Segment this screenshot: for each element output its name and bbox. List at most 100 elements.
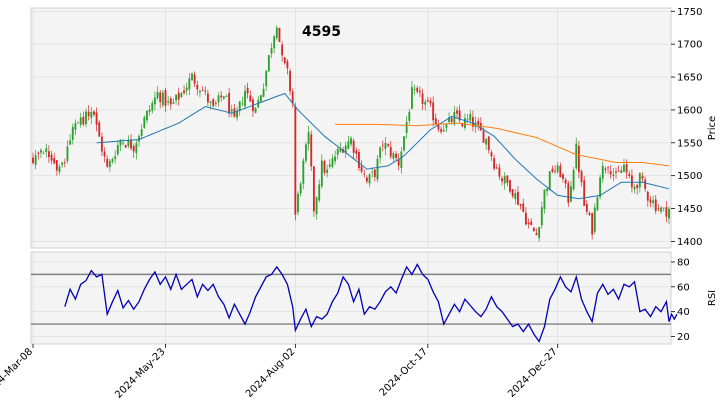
- short-moving-average-line: [96, 92, 670, 200]
- candle-body: [114, 156, 117, 159]
- candle-body: [294, 106, 297, 215]
- candle-body: [225, 96, 228, 98]
- candle-body: [77, 122, 79, 124]
- candle-body: [159, 92, 162, 103]
- candle-body: [93, 111, 95, 115]
- candle-body: [40, 150, 42, 153]
- candle-body: [548, 171, 551, 191]
- rsi-tick-label: 60: [677, 282, 690, 293]
- candle-body: [135, 143, 138, 154]
- candle-body: [148, 109, 151, 112]
- candle-body: [315, 197, 318, 215]
- candle-body: [299, 183, 302, 194]
- candle-body: [34, 155, 37, 165]
- chart-title: 4595: [302, 24, 341, 40]
- candle-body: [503, 176, 506, 184]
- candle-body: [403, 136, 405, 151]
- candle-body: [482, 130, 485, 143]
- candle-body: [331, 158, 334, 167]
- candle-body: [326, 169, 329, 173]
- candle-body: [63, 162, 66, 164]
- candle-body: [209, 101, 212, 103]
- candle-body: [140, 129, 143, 137]
- price-axis-label: Price: [707, 116, 718, 140]
- candle-body: [201, 90, 204, 91]
- candle-body: [501, 178, 503, 182]
- candle-body: [254, 107, 257, 113]
- candle-body: [434, 118, 437, 125]
- candle-body: [161, 92, 164, 106]
- candle-body: [530, 221, 533, 226]
- candle-body: [400, 151, 403, 169]
- candle-body: [339, 148, 342, 152]
- candle-body: [143, 117, 146, 128]
- candle-body: [323, 161, 326, 173]
- candle-body: [418, 90, 421, 93]
- candle-body: [466, 118, 469, 120]
- candle-body: [668, 208, 670, 219]
- candle-body: [74, 122, 77, 130]
- moving-averages: [96, 92, 670, 200]
- candle-body: [32, 157, 34, 164]
- candle-body: [517, 191, 519, 205]
- candle-body: [490, 152, 493, 157]
- candle-body: [495, 167, 498, 169]
- candle-body: [262, 88, 265, 97]
- candle-body: [411, 87, 413, 109]
- date-tick-label: 2024-Dec-27: [506, 346, 560, 400]
- candle-body: [196, 84, 199, 90]
- price-tick-label: 1600: [677, 105, 702, 116]
- candle-body: [222, 96, 225, 99]
- grid-lines: [31, 8, 671, 344]
- candle-body: [328, 164, 331, 167]
- candle-body: [479, 122, 482, 131]
- candle-body: [384, 142, 387, 149]
- candle-body: [122, 142, 125, 144]
- candle-body: [153, 97, 156, 105]
- candle-body: [607, 167, 609, 169]
- candle-body: [220, 95, 223, 98]
- candle-body: [593, 207, 596, 232]
- candle-body: [564, 179, 567, 184]
- candle-body: [350, 138, 352, 145]
- candle-body: [379, 147, 382, 158]
- candle-body: [572, 170, 575, 190]
- candle-body: [636, 184, 639, 189]
- candle-body: [71, 126, 74, 140]
- candle-body: [230, 109, 233, 112]
- candle-body: [577, 145, 580, 172]
- candle-body: [347, 141, 350, 149]
- candle-body: [119, 139, 122, 146]
- candle-body: [487, 136, 490, 151]
- candle-body: [305, 144, 307, 161]
- candle-body: [146, 110, 148, 121]
- candle-body: [646, 191, 649, 201]
- candle-body: [188, 78, 191, 90]
- candle-body: [596, 197, 599, 211]
- candle-body: [281, 44, 284, 56]
- candle-body: [45, 148, 48, 153]
- candle-body: [381, 144, 384, 146]
- candle-body: [108, 160, 111, 168]
- candle-body: [214, 103, 217, 105]
- candle-body: [373, 169, 376, 178]
- candle-body: [405, 122, 408, 133]
- candle-body: [453, 112, 456, 125]
- candle-body: [562, 174, 564, 179]
- price-tick-label: 1450: [677, 204, 702, 215]
- candle-body: [90, 112, 93, 118]
- candle-body: [172, 102, 175, 104]
- candle-body: [519, 204, 522, 206]
- candle-body: [302, 160, 305, 184]
- candle-body: [53, 158, 56, 164]
- candle-body: [82, 116, 85, 125]
- candle-body: [660, 207, 662, 212]
- candle-body: [649, 199, 652, 203]
- candle-body: [204, 90, 207, 92]
- candle-body: [241, 103, 244, 105]
- candle-body: [657, 208, 660, 210]
- candle-body: [601, 165, 604, 179]
- candle-body: [212, 99, 215, 107]
- candle-body: [151, 102, 154, 111]
- candle-body: [365, 177, 368, 182]
